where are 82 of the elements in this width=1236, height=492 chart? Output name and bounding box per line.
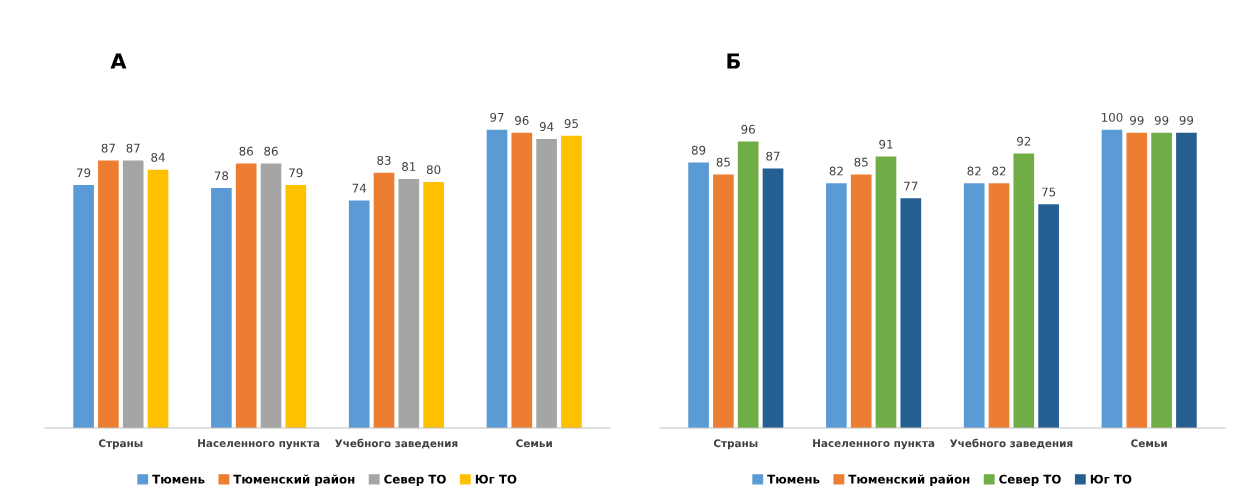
- bar: [561, 135, 582, 428]
- bar: [1176, 132, 1197, 428]
- data-label: 99: [1130, 115, 1144, 125]
- x-tick-label: Учебного заведения: [949, 438, 1073, 449]
- legend-label: Север ТО: [999, 474, 1061, 486]
- data-label: 83: [377, 155, 391, 165]
- bar: [737, 141, 759, 428]
- legend-label: Тюменский район: [233, 474, 355, 486]
- bar: [73, 185, 94, 428]
- bar: [850, 174, 872, 428]
- data-label: 99: [1179, 115, 1194, 125]
- bar: [285, 185, 307, 428]
- bar: [423, 181, 444, 428]
- bar: [98, 160, 119, 428]
- data-label: 75: [1042, 187, 1056, 197]
- data-label: 82: [967, 166, 981, 176]
- bar: [826, 183, 847, 428]
- bar: [875, 156, 897, 428]
- data-label: 86: [239, 146, 253, 156]
- data-label: 79: [77, 168, 91, 178]
- legend-label: Юг ТО: [475, 474, 517, 484]
- bar: [988, 183, 1010, 428]
- bar: [122, 160, 144, 428]
- data-label: 78: [214, 171, 229, 181]
- data-label: 100: [1102, 112, 1123, 122]
- bar: [536, 138, 557, 428]
- legend-label: Юг ТО: [1090, 474, 1132, 484]
- data-label: 86: [264, 146, 278, 156]
- bar: [963, 183, 985, 428]
- data-label: 85: [716, 157, 730, 167]
- legend-label: Север ТО: [384, 474, 446, 486]
- x-tick-label: Населенного пункта: [198, 439, 320, 450]
- data-label: 87: [101, 143, 115, 153]
- data-label: 87: [126, 143, 140, 153]
- data-label: 95: [564, 119, 578, 128]
- data-label: 87: [766, 151, 780, 161]
- bar: [713, 174, 734, 428]
- data-label: 74: [352, 183, 367, 193]
- bar: [348, 200, 370, 428]
- bar: [211, 188, 232, 428]
- x-tick-label: Населенного пункта: [813, 439, 935, 450]
- bar: [688, 162, 709, 428]
- x-tick-label: Семьи: [516, 439, 552, 448]
- bar: [1126, 132, 1148, 428]
- data-label: 89: [691, 145, 706, 155]
- data-label: 82: [829, 166, 843, 176]
- bar: [398, 178, 420, 428]
- x-tick-label: Страны: [98, 439, 143, 450]
- x-tick-label: Страны: [713, 439, 758, 450]
- bar: [486, 129, 508, 428]
- legend-label: Тюмень: [767, 474, 820, 484]
- data-label: 94: [539, 122, 554, 132]
- data-label: 81: [402, 162, 416, 172]
- data-label: 91: [879, 139, 893, 149]
- bar: [260, 163, 282, 428]
- x-tick-label: Семьи: [1131, 439, 1167, 448]
- data-label: 79: [289, 168, 303, 178]
- bar: [1151, 132, 1172, 428]
- bar: [762, 168, 784, 428]
- bar: [1013, 153, 1035, 428]
- bar: [511, 132, 533, 428]
- data-label: 80: [426, 165, 441, 175]
- bar: [147, 169, 169, 428]
- legend-label: Тюмень: [152, 474, 205, 484]
- chart-title: А: [110, 53, 127, 69]
- data-label: 85: [854, 157, 868, 167]
- bar: [235, 163, 257, 428]
- data-label: 92: [1017, 136, 1031, 146]
- data-label: 96: [515, 115, 529, 125]
- data-label: 99: [1154, 115, 1169, 125]
- data-label: 97: [490, 112, 504, 122]
- data-label: 82: [992, 166, 1006, 176]
- data-label: 84: [151, 152, 165, 162]
- x-tick-label: Учебного заведения: [334, 438, 458, 449]
- bar: [900, 198, 922, 428]
- bar: [1038, 204, 1059, 428]
- chart-title: Б: [727, 53, 740, 69]
- bar: [1101, 129, 1123, 428]
- data-label: 96: [741, 124, 755, 134]
- bar: [373, 172, 395, 428]
- data-label: 77: [904, 181, 918, 191]
- legend-label: Тюменский район: [848, 474, 970, 486]
